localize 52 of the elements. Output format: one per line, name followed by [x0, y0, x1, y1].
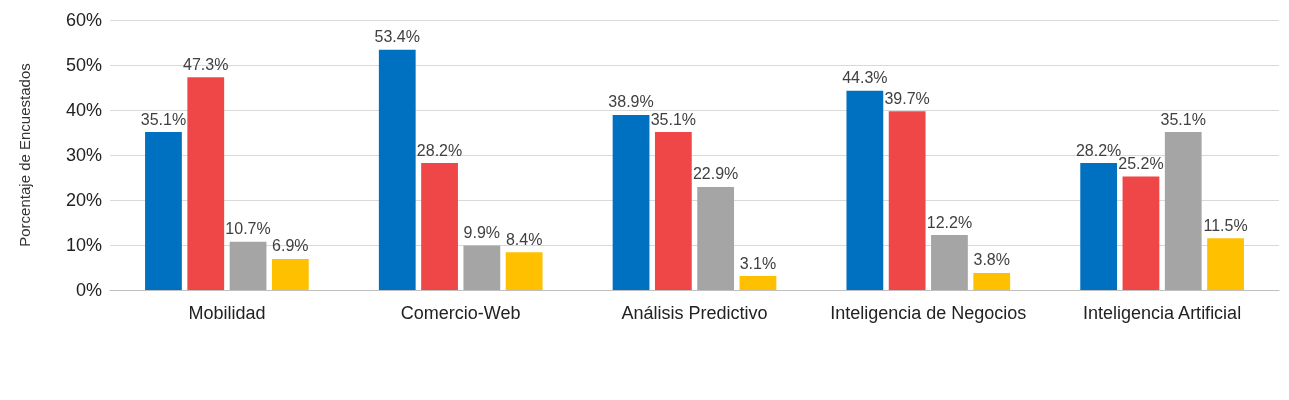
data-label: 25.2%	[1118, 155, 1164, 173]
y-tick-label: 30%	[65, 145, 102, 165]
bar	[1207, 238, 1244, 290]
data-label: 53.4%	[374, 28, 420, 46]
bar	[271, 258, 309, 290]
y-axis-title: Porcentaje de Encuestados	[16, 63, 33, 247]
data-label: 6.9%	[272, 237, 309, 255]
bar	[654, 132, 692, 290]
data-label: 44.3%	[842, 69, 888, 87]
x-tick-label: Inteligencia Artificial	[1083, 303, 1242, 323]
data-label: 11.5%	[1203, 216, 1248, 234]
bar	[973, 272, 1011, 290]
data-label: 47.3%	[183, 55, 229, 73]
bar	[1080, 163, 1118, 290]
data-label: 35.1%	[1160, 110, 1206, 128]
bar	[612, 114, 650, 290]
x-tick-label: Inteligencia de Negocios	[830, 303, 1027, 323]
y-tick-label: 60%	[65, 10, 102, 30]
bar	[421, 163, 458, 290]
bar	[697, 186, 735, 290]
x-tick-label: Mobilidad	[188, 303, 266, 323]
data-label: 35.1%	[650, 110, 697, 128]
bar	[1164, 132, 1202, 290]
x-tick-label: Análisis Predictivo	[621, 303, 768, 323]
y-tick-label: 0%	[75, 280, 102, 300]
bar	[931, 235, 968, 290]
y-tick-label: 50%	[65, 55, 102, 75]
data-label: 10.7%	[225, 220, 271, 238]
data-label: 22.9%	[692, 165, 739, 183]
data-label: 28.2%	[416, 141, 463, 159]
bar	[505, 252, 543, 290]
data-label: 38.9%	[608, 93, 654, 111]
bar	[888, 111, 926, 290]
y-tick-label: 20%	[65, 190, 102, 210]
data-label: 12.2%	[926, 213, 973, 231]
y-tick-label: 10%	[65, 235, 102, 255]
bar	[145, 132, 182, 290]
data-label: 9.9%	[463, 223, 501, 241]
bar	[378, 49, 416, 290]
data-label: 39.7%	[884, 89, 930, 107]
data-label: 3.1%	[739, 254, 777, 272]
bar	[846, 90, 884, 290]
data-label: 8.4%	[505, 230, 543, 248]
bar	[229, 241, 267, 290]
bar	[463, 245, 501, 290]
bar	[739, 276, 777, 290]
y-tick-label: 40%	[65, 100, 102, 120]
x-tick-label: Comercio-Web	[400, 303, 521, 323]
bar	[187, 77, 225, 290]
data-label: 3.8%	[973, 251, 1010, 269]
bar	[1122, 176, 1160, 290]
data-label: 35.1%	[140, 110, 187, 128]
